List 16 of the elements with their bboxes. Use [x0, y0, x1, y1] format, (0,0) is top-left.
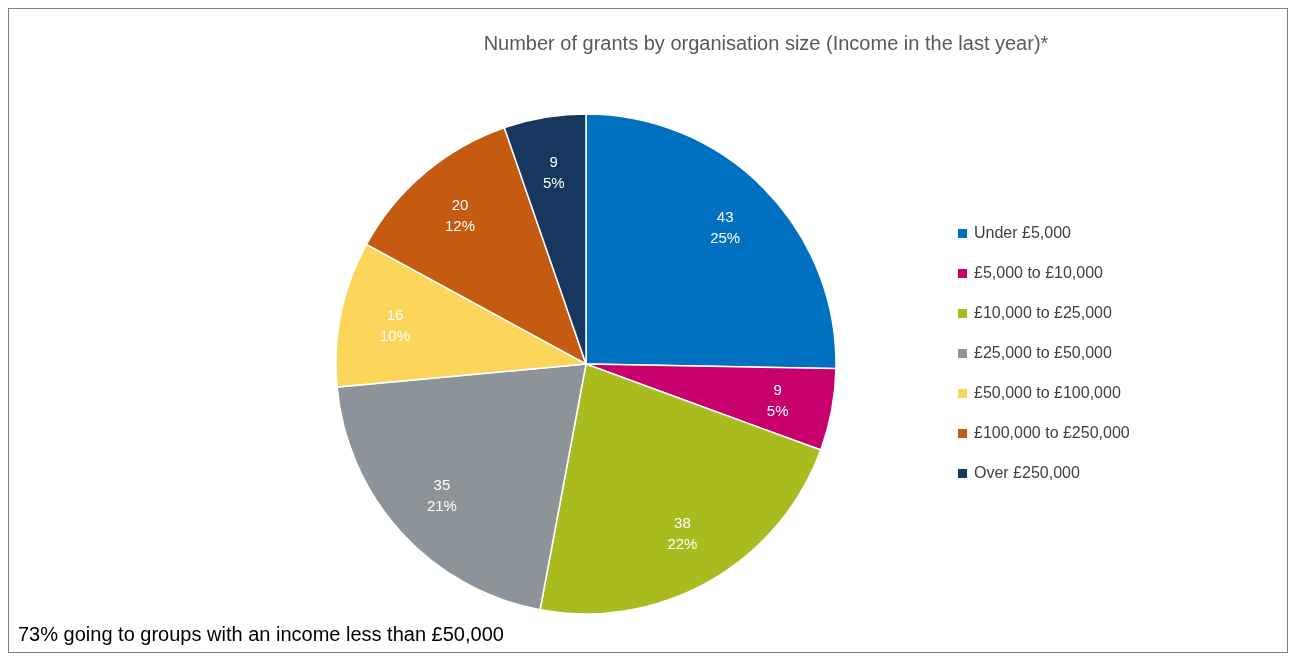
data-label: 43 25% — [710, 208, 741, 247]
legend-label: Over £250,000 — [974, 464, 1080, 481]
data-label: 38 22% — [667, 514, 698, 553]
data-label: 9 5% — [766, 380, 789, 419]
legend-label: £5,000 to £10,000 — [974, 264, 1104, 281]
data-label: 9 5% — [542, 152, 565, 191]
data-label: 35 21% — [426, 476, 457, 515]
legend-label: £50,000 to £100,000 — [974, 384, 1121, 401]
text: 73% going to groups with an income less than £50,000 — [18, 623, 504, 645]
legend-label: £100,000 to £250,000 — [974, 424, 1130, 441]
data-label: 20 12% — [445, 196, 476, 235]
chart-title: Number of grants by organisation size (Income in the last year)* — [483, 32, 1049, 54]
legend-label: £25,000 to £50,000 — [974, 344, 1113, 361]
legend-label: Under £5,000 — [974, 224, 1072, 241]
data-label: 16 10% — [380, 305, 411, 344]
legend-label: £10,000 to £25,000 — [974, 304, 1113, 321]
